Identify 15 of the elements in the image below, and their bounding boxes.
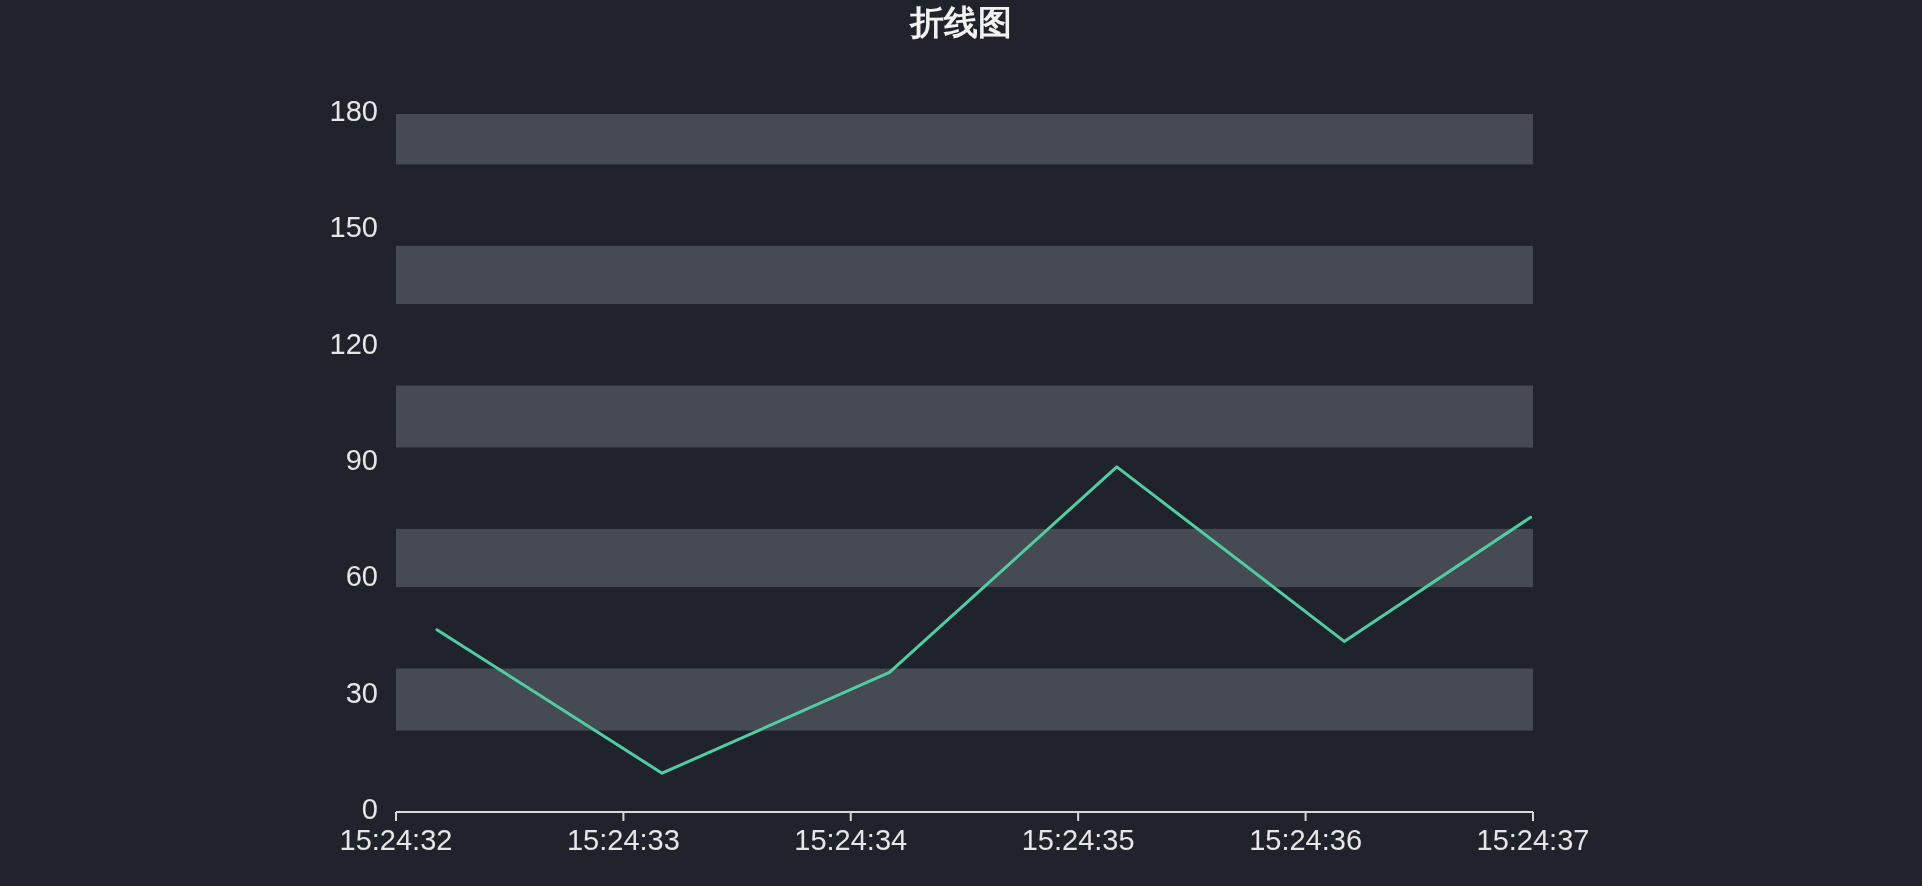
y-tick-label: 0 (361, 793, 378, 825)
chart-title: 折线图 (908, 3, 1012, 41)
y-tick-label: 90 (345, 444, 378, 476)
y-tick-label: 180 (329, 95, 378, 127)
y-tick-label: 120 (329, 327, 378, 360)
x-tick-label: 15:24:32 (339, 824, 453, 856)
x-tick-label: 15:24:37 (1476, 824, 1590, 856)
y-tick-label: 150 (329, 211, 378, 244)
x-tick-label: 15:24:35 (1021, 824, 1135, 856)
x-tick-label: 15:24:34 (794, 824, 908, 856)
y-tick-label: 30 (345, 676, 378, 709)
line-series (435, 465, 1533, 775)
y-tick-label: 60 (345, 560, 378, 593)
x-tick-label: 15:24:36 (1249, 824, 1363, 856)
x-tick-label: 15:24:33 (566, 824, 680, 856)
